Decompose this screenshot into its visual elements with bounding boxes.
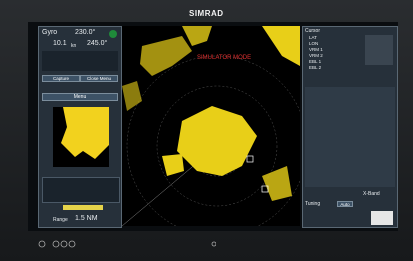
range-label: Range [53, 217, 68, 223]
position-box [42, 51, 118, 71]
status-indicator [109, 30, 117, 38]
course: 245.0° [87, 40, 107, 47]
monitor: SIMRAD Gyro 230.0° 10.1 kn 245.0° Captur… [0, 0, 413, 261]
radar-mode: SIMULATOR MODE [197, 55, 251, 61]
tuning-label: Tuning [305, 201, 320, 207]
tuning-button[interactable]: Auto [337, 201, 353, 207]
info-row: VRM 2 [309, 53, 323, 58]
tuning-mode: Auto [340, 202, 349, 207]
menu-button[interactable]: Menu [42, 93, 118, 101]
info-row: EBL 2 [309, 65, 321, 70]
target-table [305, 87, 395, 187]
info-row: VRM 1 [309, 47, 323, 52]
heading: 230.0° [75, 29, 95, 36]
heading-label: Gyro [42, 29, 57, 36]
mini-map [53, 107, 109, 167]
left-panel: Gyro 230.0° 10.1 kn 245.0° Capture Close… [38, 26, 122, 228]
icon-grid [365, 35, 393, 65]
speed: 10.1 [53, 40, 67, 47]
range: 1.5 NM [75, 215, 98, 222]
tab-label: Close Menu [87, 76, 111, 81]
info-row: LON [309, 41, 318, 46]
menu-label: Menu [74, 94, 87, 100]
tab-label: Capture [53, 76, 69, 81]
band: X-Band [363, 191, 380, 197]
brand: SIMRAD [189, 9, 224, 18]
cursor-label: Cursor [305, 28, 320, 34]
north-arrow-box [371, 211, 393, 225]
radar-view: SIMULATOR MODE [122, 26, 300, 226]
warning-bar [63, 205, 103, 210]
speed-unit: kn [71, 43, 76, 49]
tab[interactable]: Capture [42, 75, 80, 82]
bezel-icons [36, 238, 216, 250]
screen: Gyro 230.0° 10.1 kn 245.0° Capture Close… [28, 22, 398, 231]
info-row: EBL 1 [309, 59, 321, 64]
trackball-panel [42, 177, 120, 203]
tab[interactable]: Close Menu [80, 75, 118, 82]
info-row: LAT [309, 35, 317, 40]
